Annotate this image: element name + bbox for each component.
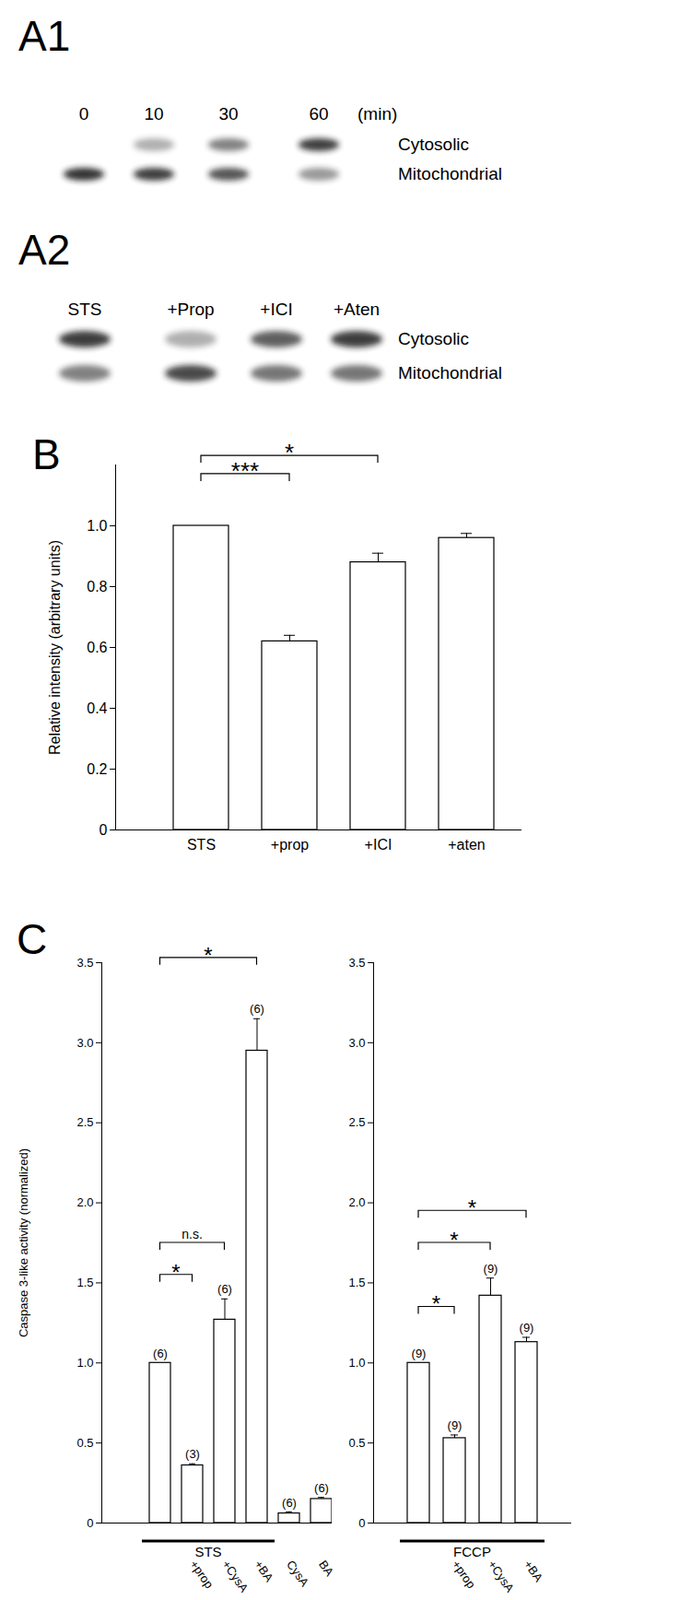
- svg-text:0.5: 0.5: [348, 1435, 365, 1450]
- svg-text:Cytosolic: Cytosolic: [398, 134, 469, 154]
- svg-text:0.4: 0.4: [86, 700, 107, 716]
- svg-text:(9): (9): [519, 1320, 535, 1335]
- svg-text:A1: A1: [18, 11, 71, 60]
- svg-text:0: 0: [358, 1515, 365, 1530]
- svg-text:30: 30: [218, 104, 238, 124]
- svg-text:(9): (9): [447, 1417, 463, 1432]
- svg-text:+prop: +prop: [270, 836, 309, 853]
- svg-text:+ICI: +ICI: [259, 299, 293, 319]
- svg-text:Relative intensity (arbitrary: Relative intensity (arbitrary units): [46, 539, 63, 755]
- html-text:B: B: [32, 430, 61, 479]
- svg-text:+Aten: +Aten: [333, 299, 380, 319]
- svg-text:3.5: 3.5: [348, 955, 365, 970]
- svg-text:(9): (9): [483, 1261, 499, 1276]
- svg-text:STS: STS: [194, 1543, 222, 1559]
- html-text:C: C: [16, 914, 48, 963]
- svg-text:(6): (6): [152, 1346, 168, 1360]
- svg-text:3.0: 3.0: [76, 1035, 94, 1050]
- svg-text:+prop: +prop: [187, 1557, 217, 1591]
- svg-text:(9): (9): [411, 1346, 427, 1360]
- svg-text:0.5: 0.5: [76, 1435, 94, 1450]
- svg-text:n.s.: n.s.: [181, 1226, 203, 1242]
- svg-text:FCCP: FCCP: [453, 1543, 492, 1559]
- svg-text:(6): (6): [314, 1480, 329, 1495]
- svg-text:+prop: +prop: [449, 1557, 480, 1591]
- svg-text:*: *: [432, 1290, 441, 1316]
- svg-text:2.5: 2.5: [76, 1114, 94, 1129]
- svg-text:+ICI: +ICI: [364, 836, 393, 853]
- svg-text:STS: STS: [68, 299, 103, 319]
- svg-text:1.0: 1.0: [76, 1355, 94, 1370]
- svg-text:Caspase 3-like activity (norma: Caspase 3-like activity (normalized): [16, 1147, 31, 1337]
- svg-text:***: ***: [231, 456, 259, 485]
- svg-text:+aten: +aten: [447, 836, 485, 853]
- svg-text:Cytosolic: Cytosolic: [398, 328, 469, 349]
- svg-text:3.5: 3.5: [76, 955, 94, 970]
- svg-text:*: *: [449, 1227, 458, 1253]
- svg-text:1.0: 1.0: [86, 517, 107, 534]
- svg-text:2.5: 2.5: [348, 1114, 365, 1129]
- svg-text:CysA: CysA: [283, 1557, 312, 1589]
- svg-text:+CysA: +CysA: [219, 1557, 252, 1595]
- svg-text:0: 0: [99, 821, 108, 838]
- svg-text:A2: A2: [18, 225, 71, 274]
- svg-text:(6): (6): [217, 1281, 233, 1296]
- svg-text:60: 60: [308, 104, 328, 124]
- svg-text:1.0: 1.0: [348, 1355, 365, 1370]
- svg-text:3.0: 3.0: [348, 1035, 365, 1050]
- svg-text:0: 0: [86, 1515, 94, 1530]
- svg-text:0.8: 0.8: [86, 578, 107, 595]
- svg-text:*: *: [468, 1194, 477, 1220]
- svg-text:+Prop: +Prop: [166, 299, 214, 319]
- svg-text:1.5: 1.5: [76, 1275, 94, 1289]
- svg-text:(6): (6): [281, 1495, 297, 1510]
- svg-text:2.0: 2.0: [76, 1194, 94, 1209]
- svg-text:Mitochondrial: Mitochondrial: [398, 163, 503, 184]
- svg-text:Mitochondrial: Mitochondrial: [398, 363, 503, 383]
- svg-text:BA: BA: [316, 1557, 337, 1579]
- svg-text:10: 10: [143, 104, 164, 124]
- svg-text:0.6: 0.6: [86, 639, 107, 656]
- svg-text:(6): (6): [249, 1001, 265, 1016]
- svg-text:*: *: [284, 438, 294, 467]
- svg-text:*: *: [171, 1259, 180, 1285]
- svg-text:STS: STS: [187, 836, 216, 853]
- svg-text:+BA: +BA: [521, 1557, 547, 1584]
- svg-text:*: *: [203, 942, 212, 968]
- svg-text:0.2: 0.2: [86, 761, 107, 777]
- svg-text:(3): (3): [185, 1446, 200, 1461]
- svg-text:0: 0: [79, 104, 90, 124]
- svg-text:+BA: +BA: [251, 1557, 277, 1584]
- svg-text:(min): (min): [357, 104, 398, 124]
- svg-text:1.5: 1.5: [348, 1275, 365, 1289]
- svg-text:+CysA: +CysA: [485, 1557, 518, 1595]
- svg-text:2.0: 2.0: [348, 1194, 365, 1209]
